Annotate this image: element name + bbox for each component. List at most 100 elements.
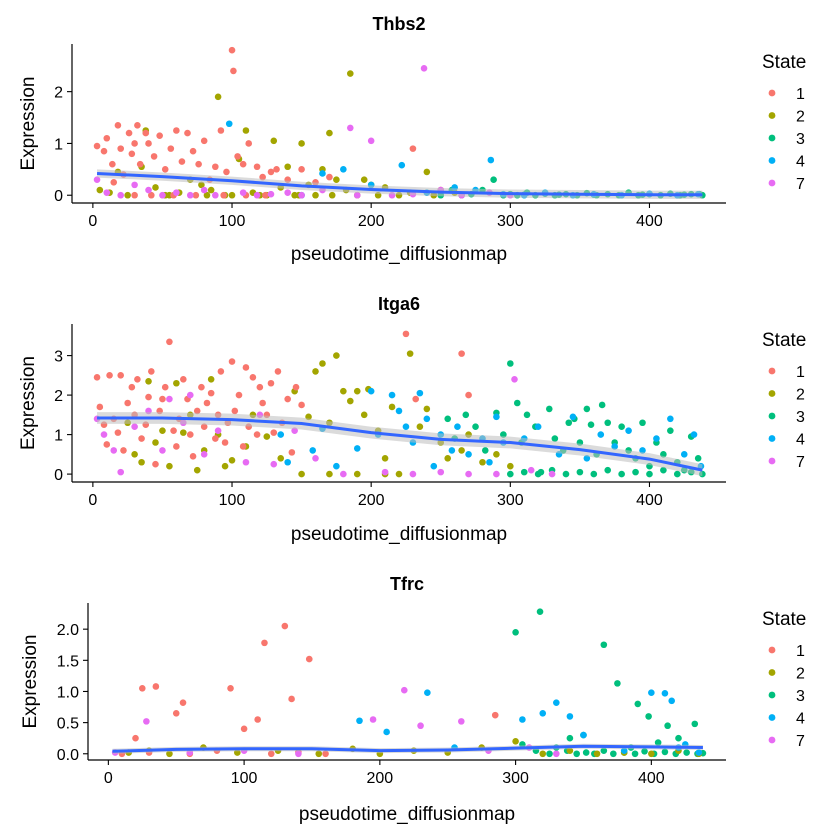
series-state-1 (93, 46, 417, 199)
data-point (142, 129, 150, 137)
data-point (138, 458, 145, 466)
data-point (593, 750, 601, 758)
data-point (270, 460, 278, 468)
data-point (234, 153, 241, 160)
data-point (539, 750, 547, 758)
data-point (186, 191, 194, 199)
data-point (333, 176, 340, 183)
data-point (520, 468, 528, 476)
y-tick-label: 0 (54, 467, 63, 484)
data-point (152, 683, 160, 690)
y-tick-label: 0 (54, 188, 63, 205)
legend-key (768, 367, 776, 375)
data-point (267, 379, 275, 387)
data-point (117, 468, 125, 476)
series-state-3 (512, 608, 707, 758)
data-point (242, 364, 250, 371)
data-point (221, 439, 229, 446)
data-point (100, 147, 108, 155)
data-point (100, 431, 108, 438)
data-point (305, 655, 313, 663)
data-point (424, 689, 431, 697)
data-point (228, 46, 236, 54)
data-point (207, 186, 215, 194)
data-point (200, 451, 208, 458)
data-point (124, 399, 131, 407)
data-point (138, 435, 145, 442)
data-point (120, 447, 127, 454)
x-tick-label: 300 (497, 492, 524, 509)
data-point (416, 389, 424, 397)
data-point (465, 391, 472, 399)
data-point (262, 191, 269, 199)
data-point (277, 455, 285, 462)
data-point (639, 419, 646, 427)
data-point (156, 132, 163, 139)
data-point (326, 129, 333, 137)
legend-label: 4 (796, 154, 805, 171)
y-tick-label: 2 (54, 388, 63, 405)
data-point (284, 395, 291, 403)
data-point (322, 750, 329, 758)
data-point (353, 387, 361, 395)
panel-itga6: Itga6 0 100 200 300 400 0 1 2 3 pseudotime_diffusi… (18, 294, 806, 545)
data-point (106, 372, 113, 379)
data-point (207, 376, 215, 383)
data-point (417, 722, 424, 730)
data-point (148, 191, 155, 199)
data-point (298, 470, 305, 478)
x-axis-title: pseudotime_diffusionmap (291, 244, 507, 265)
data-point (402, 423, 410, 431)
data-point (284, 458, 291, 466)
legend-label: 1 (796, 643, 805, 660)
data-point (511, 376, 518, 383)
data-point (239, 443, 247, 450)
data-point (423, 405, 431, 413)
data-point (217, 127, 225, 134)
legend-key (768, 736, 776, 744)
data-point (437, 468, 445, 476)
data-point (240, 725, 248, 733)
x-tick-label: 400 (636, 492, 663, 509)
legend-label: 7 (796, 176, 805, 193)
data-point (217, 368, 225, 375)
data-point (493, 451, 500, 458)
data-point (614, 680, 621, 687)
data-point (356, 717, 363, 725)
data-point (189, 147, 197, 155)
data-point (172, 709, 180, 717)
data-point (179, 699, 187, 706)
data-point (458, 447, 465, 454)
data-point (472, 423, 479, 431)
data-point (618, 423, 625, 431)
data-point (253, 163, 261, 171)
data-point (220, 191, 227, 199)
data-point (128, 383, 136, 391)
data-point (152, 439, 159, 446)
data-point (333, 352, 340, 359)
data-point (212, 435, 219, 442)
data-point (346, 124, 354, 132)
data-point (444, 455, 452, 462)
data-point (479, 458, 486, 466)
data-point (680, 451, 688, 458)
data-point (582, 749, 590, 756)
data-point (409, 470, 417, 478)
legend-title: State (762, 330, 806, 351)
trend-confidence-band (97, 412, 703, 477)
data-point (326, 173, 333, 181)
data-point (486, 458, 493, 466)
legend-key (768, 646, 776, 654)
data-point (124, 191, 131, 199)
data-point (254, 716, 261, 723)
series-state-1 (93, 330, 472, 468)
data-point (597, 431, 605, 438)
y-tick-label: 1.5 (57, 653, 79, 670)
panel-thbs2: Thbs2 0 100 200 300 400 0 1 2 pseudotime_diffusio… (18, 14, 806, 265)
data-point (360, 176, 368, 183)
data-point (145, 393, 152, 401)
data-point (583, 405, 591, 413)
legend: State 1 2 3 4 7 (762, 52, 806, 193)
data-point (110, 178, 118, 186)
data-point (493, 470, 500, 478)
